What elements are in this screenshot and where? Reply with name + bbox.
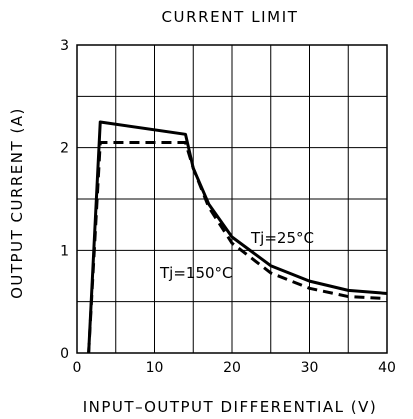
- annotation-tj-25: Tj=25°C: [250, 229, 314, 247]
- series-line-tj-150: [87, 141, 388, 354]
- annotation-tj-150: Tj=150°C: [159, 264, 233, 282]
- grid: [77, 45, 387, 353]
- y-axis-label: OUTPUT CURRENT (A): [8, 107, 26, 299]
- tick-labels: 0 10 20 30 40 0 1 2 3: [60, 38, 396, 376]
- series-line-tj-25: [87, 120, 388, 354]
- series-lines: [87, 120, 388, 354]
- x-tick-label: 40: [378, 360, 396, 376]
- x-axis-label: INPUT–OUTPUT DIFFERENTIAL (V): [83, 398, 378, 416]
- x-tick-label: 20: [223, 360, 241, 376]
- x-tick-label: 0: [73, 360, 82, 376]
- chart-title: CURRENT LIMIT: [161, 8, 298, 26]
- y-tick-label: 1: [60, 243, 69, 259]
- y-tick-label: 2: [60, 141, 69, 157]
- y-tick-label: 3: [60, 38, 69, 54]
- plot-area-frame: [76, 44, 388, 354]
- y-tick-label: 0: [60, 346, 69, 362]
- x-tick-label: 10: [146, 360, 164, 376]
- x-tick-label: 30: [301, 360, 319, 376]
